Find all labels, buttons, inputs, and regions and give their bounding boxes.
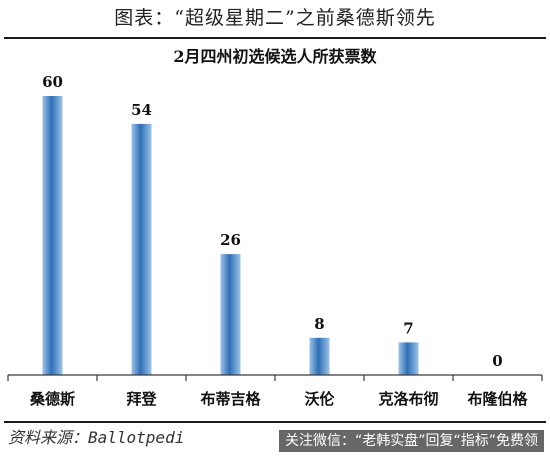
category-label-5: 布隆伯格 <box>467 390 528 408</box>
category-label-3: 沃伦 <box>304 390 335 408</box>
bars-layer: 60 54 26 8 7 0 <box>42 73 503 376</box>
bar-0 <box>42 96 63 375</box>
bar-1 <box>131 123 152 376</box>
bar-2 <box>220 254 241 375</box>
data-label-2: 26 <box>220 231 241 249</box>
category-label-2: 布蒂吉格 <box>200 390 261 408</box>
data-label-5: 0 <box>492 352 502 370</box>
category-label-0: 桑德斯 <box>30 390 75 408</box>
data-label-0: 60 <box>42 73 63 91</box>
figure-header-title: 图表：“超级星期二”之前桑德斯领先 <box>114 7 436 29</box>
data-label-3: 8 <box>314 315 324 333</box>
data-label-1: 54 <box>131 101 152 119</box>
header-rule <box>4 37 546 39</box>
source-rule <box>4 421 546 423</box>
source-note: 资料来源：Ballotpedi <box>8 428 185 447</box>
bar-3 <box>309 337 330 375</box>
category-label-1: 拜登 <box>126 390 157 408</box>
category-label-4: 克洛布彻 <box>378 390 438 408</box>
watermark-banner: 关注微信：“老韩实盘”回复“指标”免费领 <box>278 430 544 452</box>
chart-title: 2月四州初选候选人所获票数 <box>173 47 377 66</box>
data-label-4: 7 <box>403 319 413 337</box>
bar-4 <box>398 342 419 375</box>
axis-layer: 桑德斯 拜登 布蒂吉格 沃伦 克洛布彻 布隆伯格 <box>7 374 543 408</box>
